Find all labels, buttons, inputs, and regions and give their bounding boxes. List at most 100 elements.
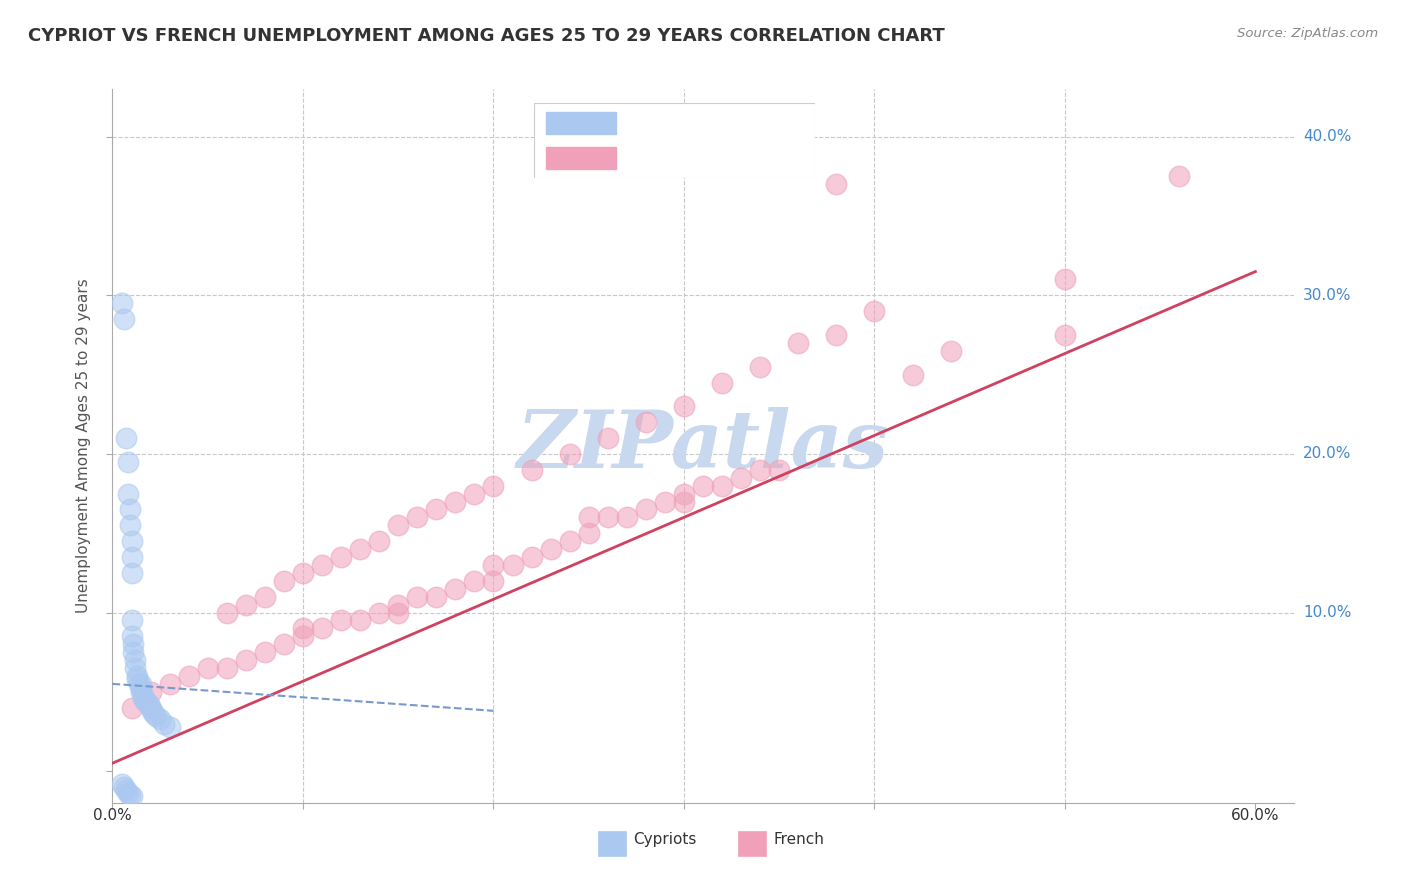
Point (311, 558, 333, 572)
Point (153, 716, 176, 731)
Point (215, 661, 238, 675)
Text: CYPRIOT VS FRENCH UNEMPLOYMENT AMONG AGES 25 TO 29 YEARS CORRELATION CHART: CYPRIOT VS FRENCH UNEMPLOYMENT AMONG AGE… (28, 27, 945, 45)
Point (349, 614, 371, 628)
Text: 10.0%: 10.0% (1303, 605, 1351, 620)
Text: R =  0.632: R = 0.632 (630, 151, 711, 165)
Point (118, 518, 141, 533)
Point (711, 478, 734, 492)
Point (149, 712, 172, 726)
Point (177, 669, 200, 683)
Point (124, 661, 146, 675)
Text: French: French (773, 832, 824, 847)
Point (502, 558, 524, 572)
Point (730, 471, 752, 485)
Point (330, 549, 353, 564)
Point (463, 574, 485, 588)
Point (387, 518, 409, 533)
Point (124, 653, 146, 667)
Point (520, 549, 543, 564)
Point (112, 312, 135, 326)
Point (692, 478, 714, 492)
Point (825, 178, 848, 192)
Point (132, 688, 155, 702)
Point (463, 486, 485, 500)
Point (482, 558, 505, 572)
Point (127, 672, 149, 686)
Point (634, 502, 657, 516)
Point (143, 706, 166, 721)
Point (114, 783, 136, 797)
Point (596, 510, 619, 524)
Point (121, 614, 143, 628)
Point (159, 677, 181, 691)
Point (117, 486, 139, 500)
Point (117, 786, 139, 800)
Text: 0.0%: 0.0% (93, 807, 132, 822)
Point (235, 598, 257, 612)
Point (596, 431, 619, 445)
Point (654, 494, 676, 508)
Point (111, 777, 134, 791)
Point (121, 700, 143, 714)
Point (368, 606, 391, 620)
Point (768, 463, 790, 477)
Point (121, 566, 143, 580)
Point (121, 629, 143, 643)
Point (118, 788, 141, 802)
Point (159, 720, 181, 734)
Point (672, 400, 695, 414)
Point (349, 542, 371, 557)
Text: 30.0%: 30.0% (1303, 288, 1351, 303)
Point (291, 566, 314, 580)
Point (253, 590, 276, 604)
Point (139, 685, 162, 699)
Point (672, 494, 695, 508)
Point (616, 510, 638, 524)
Point (1168, 169, 1191, 184)
Point (197, 661, 219, 675)
Point (127, 669, 149, 683)
Point (128, 677, 150, 691)
Point (578, 526, 600, 541)
Point (939, 343, 962, 358)
Point (121, 789, 143, 804)
Text: 60.0%: 60.0% (1232, 807, 1279, 822)
Point (444, 582, 467, 596)
Point (368, 534, 391, 549)
Point (253, 645, 276, 659)
Text: R = -0.081: R = -0.081 (630, 116, 711, 130)
Point (425, 502, 447, 516)
Point (444, 494, 467, 508)
Point (425, 590, 447, 604)
Point (749, 463, 772, 477)
Point (117, 455, 139, 469)
Point (121, 534, 143, 549)
Point (406, 510, 429, 524)
Point (1053, 272, 1076, 286)
Point (291, 629, 314, 643)
Point (114, 431, 136, 445)
Point (273, 574, 295, 588)
Point (141, 704, 163, 718)
Point (129, 685, 152, 699)
Point (291, 621, 314, 635)
Point (235, 653, 257, 667)
Point (138, 698, 160, 712)
Point (122, 645, 145, 659)
Point (111, 296, 134, 310)
Text: Source: ZipAtlas.com: Source: ZipAtlas.com (1237, 27, 1378, 40)
Text: N =  71: N = 71 (737, 151, 794, 165)
Point (112, 780, 135, 794)
Point (134, 694, 156, 708)
Text: N = 40: N = 40 (737, 116, 790, 130)
Point (540, 542, 562, 557)
Point (387, 606, 409, 620)
Text: ZIPatlas: ZIPatlas (517, 408, 889, 484)
Point (215, 606, 238, 620)
Point (135, 696, 157, 710)
Y-axis label: Unemployment Among Ages 25 to 29 years: Unemployment Among Ages 25 to 29 years (76, 278, 91, 614)
Point (139, 700, 162, 714)
Point (121, 549, 143, 564)
Point (482, 574, 505, 588)
Point (749, 359, 772, 374)
